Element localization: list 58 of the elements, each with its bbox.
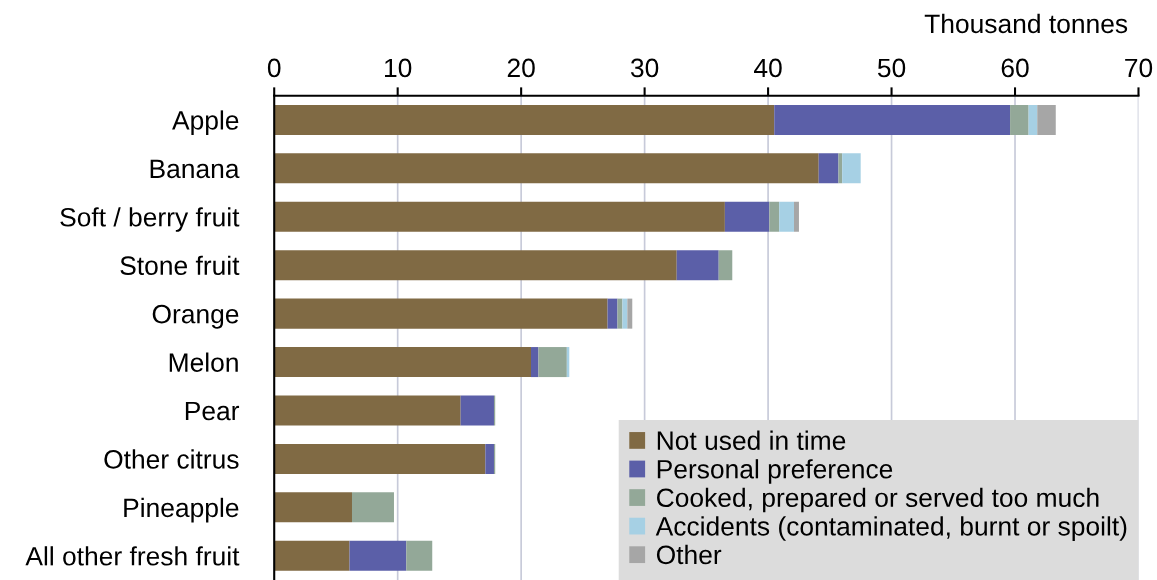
bar	[1037, 104, 1056, 135]
legend-label: Cooked, prepared or served too much	[657, 487, 1099, 513]
bar	[274, 395, 461, 426]
bar	[769, 201, 780, 232]
bar	[274, 298, 608, 329]
bar	[676, 250, 719, 281]
x-axis-title: Thousand tonnes	[924, 13, 1128, 34]
y-tick-label: Apple	[172, 110, 239, 135]
x-tick-label: 30	[630, 58, 659, 78]
bar	[274, 347, 532, 378]
bar	[607, 298, 618, 329]
bar	[349, 540, 407, 571]
bar	[274, 201, 725, 232]
bar	[842, 153, 861, 184]
bar	[406, 540, 433, 571]
legend-label: Other	[656, 544, 722, 565]
bar	[538, 347, 567, 378]
x-tick-label: 40	[754, 58, 782, 78]
bar	[274, 250, 677, 281]
bar	[794, 201, 799, 232]
legend-label: Personal preference	[657, 459, 893, 484]
bar	[779, 201, 795, 232]
bar	[627, 298, 633, 329]
bar	[274, 492, 352, 523]
bar	[274, 443, 486, 474]
y-tick-label: Soft / berry fruit	[60, 207, 240, 232]
bar	[838, 153, 843, 184]
y-tick-label: Pear	[185, 401, 240, 421]
bar	[460, 395, 494, 426]
bar	[1010, 104, 1029, 135]
y-tick-label: Banana	[150, 159, 240, 179]
bar	[1028, 104, 1038, 135]
y-tick-label: Orange	[152, 304, 239, 329]
bar	[818, 153, 839, 184]
y-tick-label: Melon	[169, 352, 238, 372]
y-tick-label: All other fresh fruit	[25, 546, 240, 566]
bar	[718, 250, 733, 281]
bar	[351, 492, 394, 523]
y-tick-label: Other citrus	[104, 449, 239, 469]
x-tick-label: 0	[267, 58, 281, 78]
legend-label: Not used in time	[657, 430, 846, 450]
bar	[617, 298, 623, 329]
bar	[622, 298, 628, 329]
bar	[274, 540, 350, 571]
bar	[724, 201, 770, 232]
bar	[531, 347, 539, 378]
bar	[274, 104, 775, 135]
x-tick-label: 60	[1001, 58, 1029, 78]
bar	[485, 443, 494, 474]
bar	[774, 104, 1011, 135]
y-tick-label: Pineapple	[124, 497, 239, 523]
y-tick-label: Stone fruit	[120, 255, 240, 276]
x-tick-label: 10	[385, 58, 412, 78]
x-tick-label: 50	[877, 58, 906, 78]
x-tick-label: 20	[507, 58, 535, 78]
x-tick-label: 70	[1125, 58, 1153, 78]
bar	[274, 153, 819, 184]
legend-label: Accidents (contaminated, burnt or spoilt)	[655, 516, 1127, 541]
